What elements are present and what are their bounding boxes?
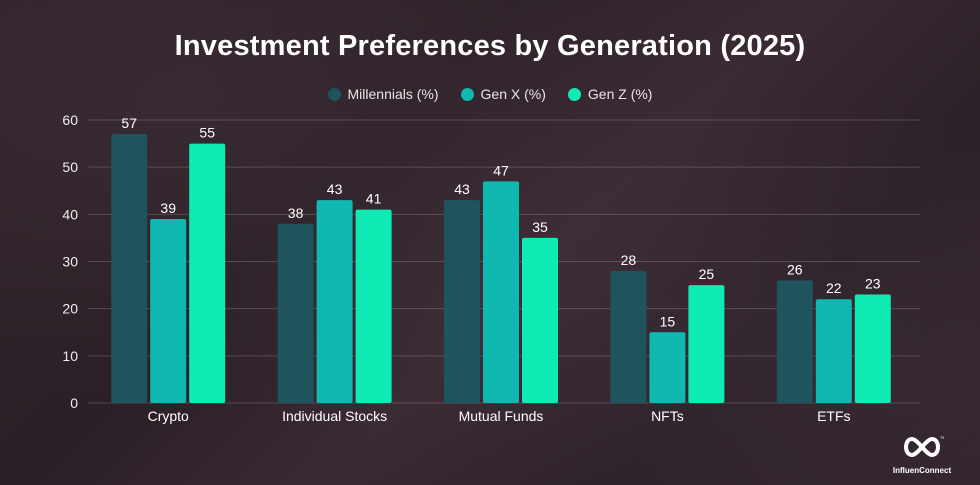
bar — [277, 223, 314, 403]
brand-name: InfluenConnect — [892, 466, 952, 475]
legend-swatch-genx — [460, 87, 474, 101]
svg-text:TM: TM — [940, 435, 944, 440]
x-tick-label: ETFs — [817, 408, 850, 424]
bar — [189, 143, 226, 404]
legend: Millennials (%) Gen X (%) Gen Z (%) — [0, 86, 980, 102]
data-label: 39 — [160, 200, 176, 216]
y-tick-label: 60 — [62, 112, 78, 128]
data-label: 43 — [327, 181, 343, 197]
bar — [610, 270, 647, 403]
y-tick-label: 10 — [62, 348, 78, 364]
bar — [444, 200, 480, 403]
data-label: 43 — [454, 181, 470, 197]
legend-label: Gen X (%) — [480, 86, 546, 102]
bar — [688, 285, 725, 403]
bar — [522, 237, 558, 403]
legend-swatch-millennials — [327, 87, 341, 101]
data-label: 25 — [699, 266, 715, 282]
data-label: 55 — [199, 125, 215, 141]
data-label: 22 — [826, 280, 842, 296]
infinity-logo-icon: TM — [904, 435, 946, 458]
y-tick-label: 40 — [62, 206, 78, 222]
x-tick-label: Mutual Funds — [459, 408, 544, 424]
bar — [854, 294, 891, 403]
legend-item-genz: Gen Z (%) — [567, 86, 653, 102]
x-tick-label: NFTs — [651, 408, 684, 424]
bar — [815, 299, 852, 403]
bar — [150, 219, 187, 403]
y-tick-label: 0 — [70, 395, 78, 411]
bar — [111, 134, 148, 403]
bar — [776, 280, 813, 403]
x-tick-label: Crypto — [148, 408, 189, 424]
bar — [316, 200, 353, 403]
y-tick-label: 20 — [62, 301, 78, 317]
data-label: 28 — [621, 252, 637, 268]
data-label: 57 — [121, 115, 137, 131]
legend-item-genx: Gen X (%) — [460, 86, 546, 102]
y-tick-label: 50 — [62, 159, 78, 175]
bar — [483, 181, 519, 403]
data-label: 47 — [493, 162, 509, 178]
x-tick-label: Individual Stocks — [282, 408, 387, 424]
y-tick-label: 30 — [62, 254, 78, 270]
data-label: 26 — [787, 261, 803, 277]
chart-title: Investment Preferences by Generation (20… — [174, 30, 806, 62]
bar — [649, 332, 686, 403]
bar — [355, 209, 392, 403]
data-label: 23 — [865, 276, 881, 292]
data-label: 38 — [288, 205, 304, 221]
data-label: 15 — [660, 313, 676, 329]
legend-label: Gen Z (%) — [587, 86, 653, 102]
brand-logo: TM InfluenConnect — [892, 434, 952, 475]
data-label: 35 — [532, 219, 548, 235]
legend-item-millennials: Millennials (%) — [327, 86, 439, 102]
legend-swatch-genz — [567, 87, 581, 101]
legend-label: Millennials (%) — [347, 86, 439, 102]
data-label: 41 — [366, 191, 382, 207]
